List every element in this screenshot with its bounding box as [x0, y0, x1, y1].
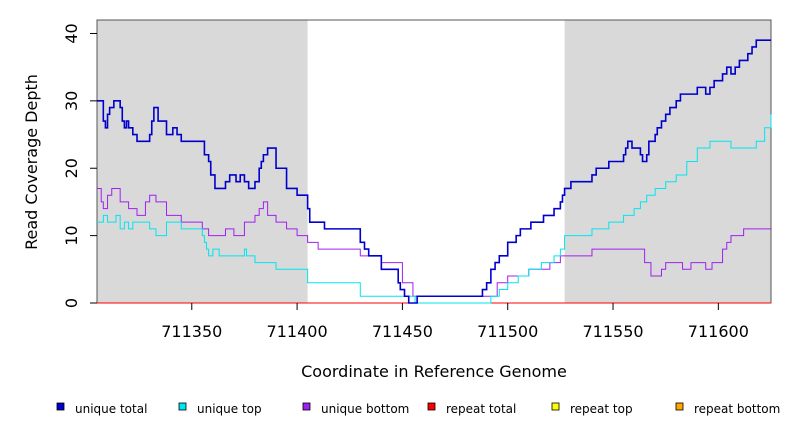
y-tick-label: 20	[62, 158, 81, 178]
y-tick-label: 10	[62, 225, 81, 245]
legend-label: unique bottom	[321, 402, 409, 416]
x-tick-label: 711400	[267, 322, 328, 341]
y-tick-label: 0	[62, 298, 81, 308]
legend-label: unique top	[197, 402, 262, 416]
series-lines	[97, 39, 772, 304]
legend-swatch	[56, 402, 65, 411]
x-tick-label: 711500	[477, 322, 538, 341]
series-line-unique-total	[97, 39, 771, 304]
legend-label: repeat total	[446, 402, 516, 416]
shaded-regions	[97, 20, 771, 303]
legend-swatch	[178, 402, 187, 411]
y-axis-title: Read Coverage Depth	[22, 74, 41, 250]
legend-swatch	[302, 402, 311, 411]
y-tick-label: 30	[62, 91, 81, 111]
legend-label: unique total	[75, 402, 147, 416]
legend-label: repeat bottom	[694, 402, 780, 416]
x-axis-title: Coordinate in Reference Genome	[301, 362, 567, 381]
shaded-region-0	[97, 20, 308, 303]
axes: 711350 711400 711450 711500 711550 711600 0 10 2…	[62, 23, 749, 341]
series-line-unique-bottom	[97, 187, 771, 297]
legend-swatch	[675, 402, 684, 411]
series-line-unique-top	[97, 114, 772, 304]
legend-swatch	[427, 402, 436, 411]
legend-label: repeat top	[570, 402, 633, 416]
legend-swatch	[551, 402, 560, 411]
x-tick-label: 711600	[688, 322, 749, 341]
x-tick-label: 711350	[161, 322, 222, 341]
x-tick-label: 711450	[372, 322, 433, 341]
y-tick-label: 40	[62, 23, 81, 43]
legend: unique total unique top unique bottom repea…	[56, 402, 780, 416]
x-tick-label: 711550	[582, 322, 643, 341]
